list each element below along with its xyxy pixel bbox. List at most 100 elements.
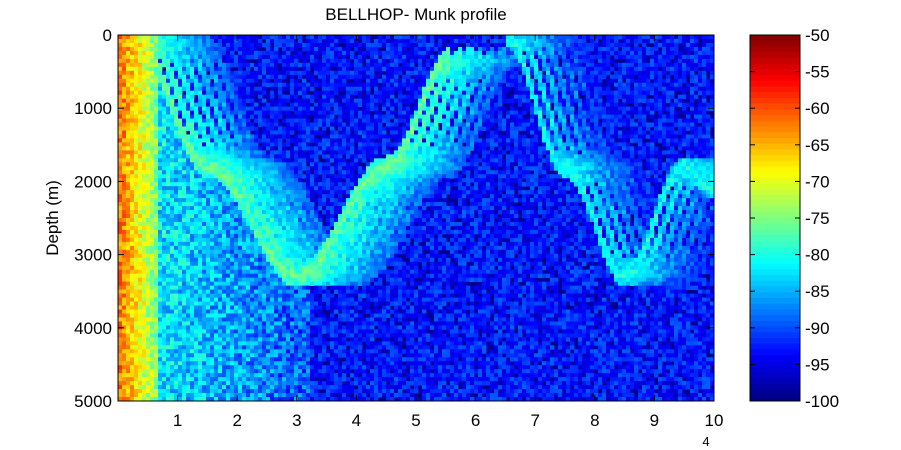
heatmap-cell [190,98,195,104]
heatmap-cell [138,281,143,287]
heatmap-cell [218,62,223,68]
heatmap-cell [218,154,223,159]
heatmap-cell [278,54,283,60]
heatmap-cell [262,102,267,108]
heatmap-cell [178,393,183,398]
heatmap-cell [210,146,215,151]
heatmap-cell [298,150,303,155]
heatmap-cell [302,221,307,227]
heatmap-cell [238,333,243,338]
heatmap-cell [278,289,283,294]
heatmap-cell [262,369,267,374]
heatmap-cell [234,309,239,314]
heatmap-cell [254,182,259,187]
heatmap-cell [326,118,331,123]
heatmap-cell [202,54,207,60]
heatmap-cell [310,301,315,306]
heatmap-cell [222,277,227,283]
heatmap-cell [254,277,259,283]
heatmap-cell [266,150,271,155]
heatmap-cell [194,281,199,287]
heatmap-cell [146,130,151,135]
heatmap-cell [198,182,203,187]
heatmap-cell [206,182,211,187]
heatmap-cell [286,241,291,247]
heatmap-cell [198,317,203,322]
heatmap-cell [198,269,203,275]
heatmap-cell [262,289,267,294]
heatmap-cell [306,146,311,151]
heatmap-cell [226,86,231,92]
heatmap-cell [138,305,143,310]
heatmap-cell [218,253,223,259]
heatmap-cell [146,325,151,330]
heatmap-cell [146,357,151,362]
heatmap-cell [126,206,131,211]
heatmap-cell [150,349,155,354]
heatmap-cell [286,46,291,52]
heatmap-cell [122,349,127,354]
heatmap-cell [130,58,135,64]
heatmap-cell [234,357,239,362]
heatmap-cell [238,70,243,76]
heatmap-cell [186,377,191,382]
heatmap-cell [138,102,143,108]
heatmap-cell [142,134,147,139]
heatmap-cell [142,218,147,223]
heatmap-cell [190,365,195,370]
heatmap-cell [182,337,187,342]
heatmap-cell [238,253,243,259]
heatmap-cell [134,202,139,207]
heatmap-cell [330,46,335,52]
heatmap-cell [222,285,227,291]
heatmap-cell [202,309,207,314]
heatmap-cell [278,218,283,223]
heatmap-cell [258,214,263,219]
heatmap-cell [226,325,231,330]
heatmap-cell [238,321,243,326]
heatmap-cell [146,54,151,60]
heatmap-cell [286,150,291,155]
heatmap-cell [178,389,183,394]
heatmap-cell [282,265,287,271]
heatmap-cell [142,325,147,330]
heatmap-cell [226,321,231,326]
heatmap-cell [274,154,279,159]
heatmap-cell [266,377,271,382]
heatmap-cell [198,170,203,175]
heatmap-cell [230,82,235,88]
heatmap-cell [306,289,311,294]
heatmap-cell [218,229,223,235]
heatmap-cell [142,237,147,243]
heatmap-cell [138,106,143,111]
heatmap-cell [130,253,135,259]
heatmap-cell [258,158,263,163]
heatmap-cell [314,361,319,366]
heatmap-cell [134,277,139,283]
heatmap-cell [238,257,243,263]
heatmap-cell [278,229,283,235]
heatmap-cell [118,174,123,179]
heatmap-cell [182,210,187,215]
heatmap-cell [278,110,283,115]
heatmap-cell [250,309,255,314]
heatmap-cell [270,214,275,219]
heatmap-cell [166,182,171,187]
heatmap-cell [314,42,319,48]
heatmap-cell [146,146,151,151]
heatmap-cell [314,365,319,370]
heatmap-cell [202,70,207,76]
heatmap-cell [218,277,223,283]
heatmap-cell [310,146,315,151]
heatmap-cell [122,94,127,100]
heatmap-cell [246,245,251,251]
heatmap-cell [162,373,167,378]
heatmap-cell [150,35,155,40]
heatmap-cell [202,154,207,159]
heatmap-cell [230,134,235,139]
heatmap-cell [206,134,211,139]
heatmap-cell [258,50,263,56]
heatmap-cell [246,35,251,40]
heatmap-cell [126,265,131,271]
heatmap-cell [270,313,275,318]
